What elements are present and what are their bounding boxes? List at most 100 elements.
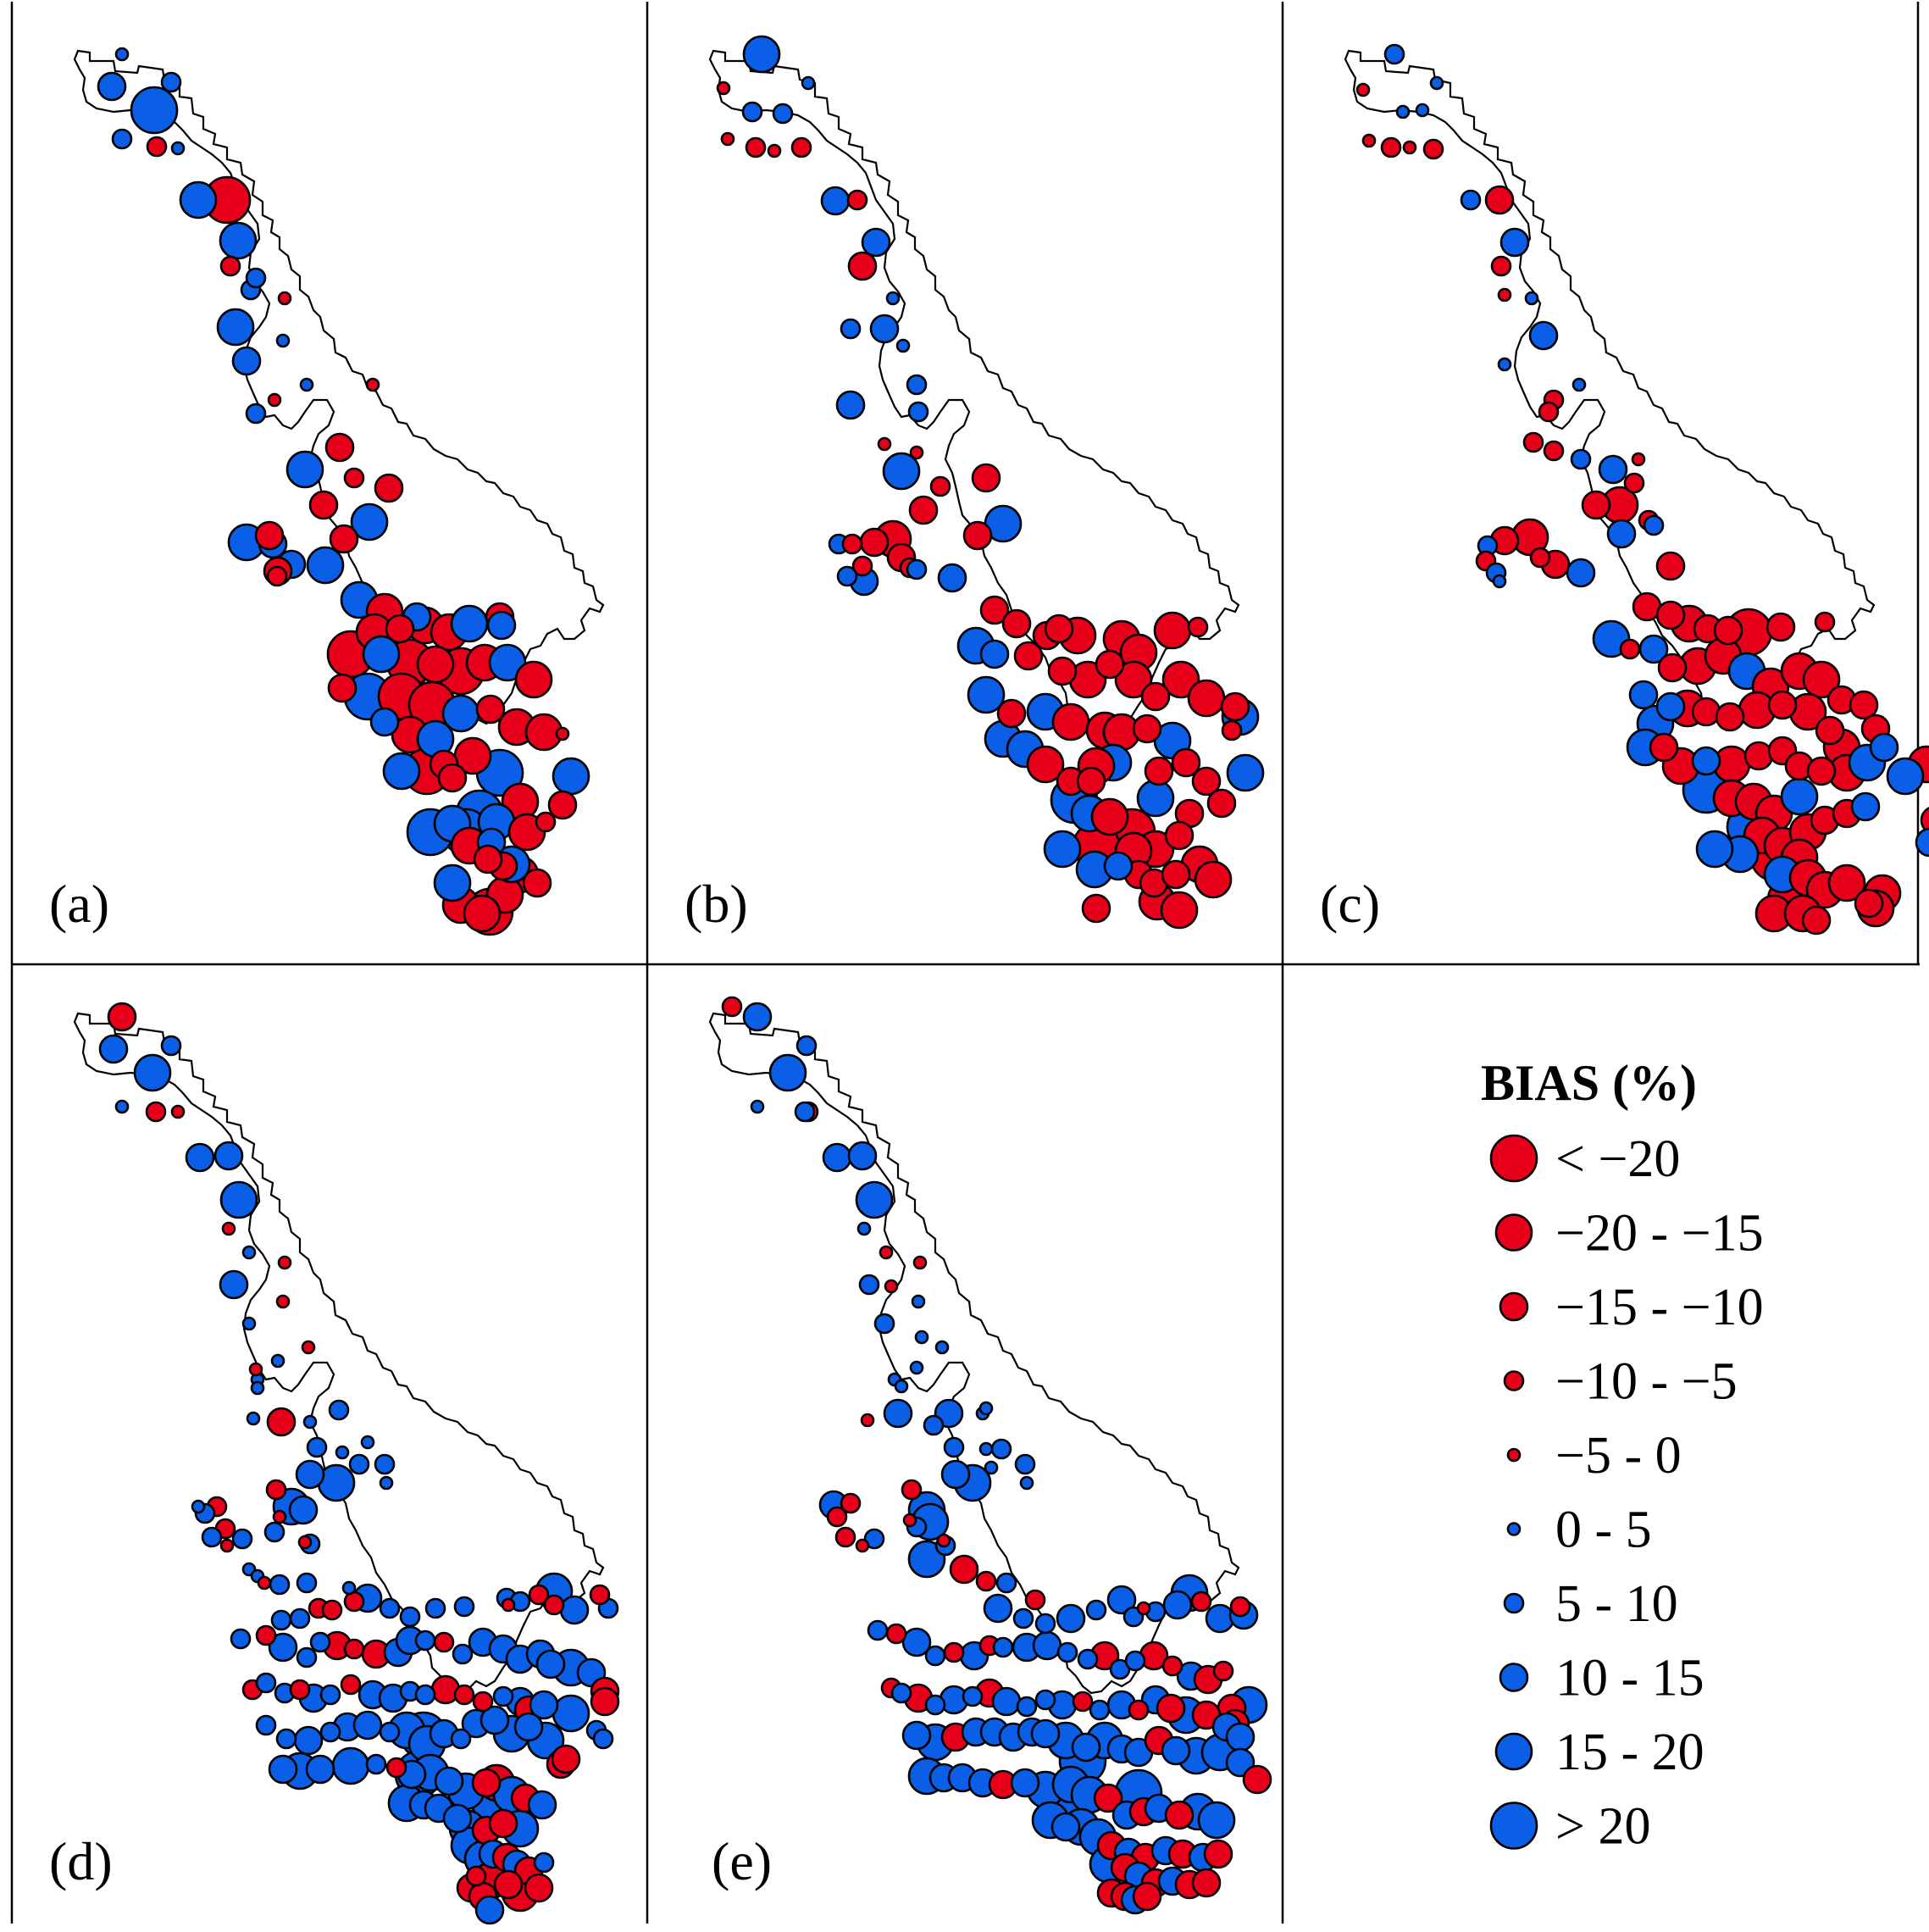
station-marker: [231, 1528, 253, 1550]
station-marker: [794, 1101, 816, 1123]
station-marker: [1655, 691, 1686, 722]
station-marker: [1030, 1718, 1061, 1749]
panel-label-d: (d): [49, 1831, 113, 1891]
station-marker: [369, 707, 400, 737]
station-marker: [501, 1597, 516, 1613]
station-marker: [343, 467, 365, 489]
station-marker: [901, 1479, 923, 1501]
station-marker: [1153, 611, 1192, 650]
station-marker: [472, 1690, 494, 1713]
station-marker: [912, 1255, 928, 1270]
station-marker: [1566, 558, 1596, 588]
station-marker: [1524, 291, 1539, 306]
station-marker: [1161, 859, 1191, 890]
station-marker: [943, 1641, 965, 1663]
station-marker: [486, 610, 517, 641]
station-marker: [820, 186, 851, 216]
station-marker: [297, 1535, 313, 1550]
station-marker: [216, 308, 255, 347]
station-marker: [221, 1221, 236, 1236]
station-marker: [555, 726, 570, 741]
station-marker: [324, 432, 355, 463]
station-marker: [529, 1690, 559, 1720]
station-marker: [306, 1436, 328, 1458]
station-marker: [513, 1712, 544, 1742]
station-marker: [289, 1607, 311, 1629]
station-marker: [185, 1142, 215, 1173]
station-marker: [877, 436, 892, 452]
station-marker: [885, 1623, 907, 1645]
legend-label: −15 - −10: [1555, 1279, 1764, 1336]
station-marker: [133, 1053, 172, 1092]
station-marker: [962, 520, 993, 551]
station-marker: [246, 1411, 261, 1426]
station-marker: [1691, 746, 1721, 776]
station-marker: [1161, 1655, 1183, 1677]
station-marker: [1128, 1699, 1150, 1721]
station-marker: [716, 80, 731, 96]
station-marker: [268, 1754, 298, 1785]
station-marker: [895, 338, 911, 353]
station-marker: [1194, 860, 1233, 899]
station-marker: [335, 1445, 350, 1460]
station-marker: [379, 1597, 401, 1619]
station-marker: [1492, 574, 1507, 589]
station-marker: [340, 1674, 362, 1696]
station-marker: [1103, 851, 1134, 881]
station-marker: [978, 1441, 994, 1457]
station-marker: [902, 1513, 917, 1528]
station-marker: [1161, 660, 1200, 699]
station-marker: [488, 643, 527, 682]
station-marker: [266, 1407, 297, 1437]
station-marker: [983, 1593, 1013, 1624]
station-marker: [170, 141, 186, 156]
station-marker: [305, 1754, 335, 1785]
station-marker: [1242, 1764, 1272, 1795]
station-marker: [160, 1035, 182, 1057]
legend-title: BIAS (%): [1481, 1055, 1697, 1111]
station-marker: [1497, 357, 1512, 372]
station-marker: [442, 1803, 473, 1834]
station-marker: [1090, 797, 1129, 836]
station-marker: [201, 1526, 223, 1548]
legend-item: 5 - 10: [1503, 1575, 1678, 1633]
station-marker: [924, 1694, 946, 1716]
station-marker: [1085, 1599, 1107, 1621]
station-marker: [847, 251, 878, 281]
station-marker: [879, 1245, 894, 1260]
station-marker: [306, 546, 345, 585]
station-marker: [869, 314, 900, 344]
station-marker: [257, 1575, 272, 1591]
station-marker: [433, 1631, 455, 1653]
station-marker: [267, 392, 282, 408]
station-marker: [452, 1643, 474, 1665]
station-marker: [382, 752, 421, 791]
legend-label: −5 - 0: [1555, 1427, 1682, 1485]
station-marker: [295, 1459, 325, 1490]
station-marker: [822, 1142, 852, 1173]
station-marker: [552, 757, 590, 796]
legend-symbol: [1494, 1213, 1533, 1252]
station-marker: [424, 1597, 446, 1619]
station-marker: [1655, 600, 1686, 630]
station-marker: [914, 1330, 929, 1345]
station-marker: [847, 1141, 878, 1171]
station-marker: [834, 1526, 856, 1548]
station-marker: [327, 673, 358, 703]
station-marker: [901, 1720, 932, 1751]
station-marker: [1136, 779, 1175, 818]
station-marker: [861, 227, 891, 258]
station-marker: [885, 291, 901, 306]
station-marker: [219, 255, 241, 277]
station-marker: [1072, 1690, 1094, 1713]
station-marker: [1221, 719, 1243, 741]
station-marker: [840, 318, 862, 340]
station-marker: [858, 1274, 880, 1296]
station-marker: [533, 1852, 555, 1874]
station-marker: [767, 143, 782, 158]
station-marker: [1212, 1660, 1234, 1682]
station-marker: [245, 402, 267, 425]
station-marker: [1187, 616, 1209, 638]
station-marker: [471, 1768, 502, 1798]
station-marker: [1402, 140, 1417, 155]
